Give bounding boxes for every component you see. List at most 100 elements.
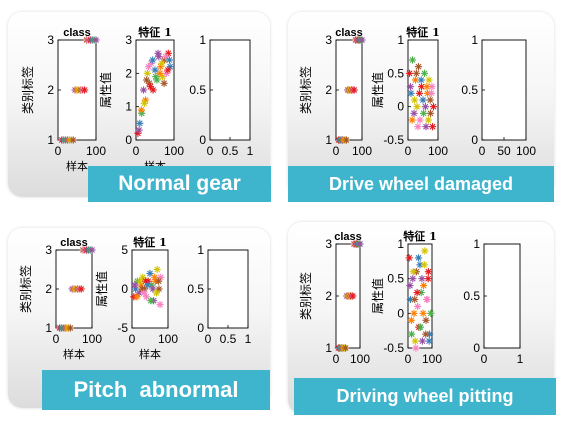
p1-a0-s0-point-6 bbox=[342, 136, 350, 144]
p0-a0-title: class bbox=[63, 27, 91, 39]
p1-a1-s1-point-5 bbox=[415, 89, 423, 97]
p0-a0-ylabel: 类别标签 bbox=[20, 66, 35, 114]
p3-a1-s0-point-0 bbox=[405, 254, 413, 262]
p0-a2-ytick-2: 1 bbox=[199, 33, 206, 47]
p1-a2-xtick-0: 0 bbox=[479, 144, 486, 158]
p3-a1-s1-point-3 bbox=[411, 295, 419, 304]
p0-a1-s1-point-7 bbox=[152, 73, 160, 81]
p3-a1-xtick-0: 0 bbox=[405, 352, 412, 366]
p1-a2-ytick-2: 1 bbox=[471, 33, 478, 47]
p3-a1-s0-point-3 bbox=[409, 275, 417, 283]
p0-a1-ytick-2: 2 bbox=[125, 66, 132, 80]
p0-a0-s1-point-5 bbox=[81, 86, 89, 94]
p1-a1-s0-point-7 bbox=[416, 116, 424, 124]
p1-a0-xtick-0: 0 bbox=[333, 144, 340, 158]
p3-a0-ytick-0: 1 bbox=[325, 341, 332, 355]
p1-a1-s1-point-12 bbox=[427, 89, 435, 97]
p0-a0-ytick-2: 3 bbox=[47, 33, 54, 47]
p3-a1-s1-point-12 bbox=[423, 295, 431, 304]
p2-a0-title: class bbox=[60, 237, 88, 249]
p1-a1-s0-point-13 bbox=[425, 76, 433, 84]
p2-a0-xlabel: 样本 bbox=[63, 347, 85, 361]
p3-a1-s0-point-2 bbox=[408, 330, 416, 338]
p1-a1-xtick-1: 100 bbox=[428, 144, 448, 158]
p3-a1-s0-point-16 bbox=[424, 268, 432, 276]
p2-a1-s1-point-11 bbox=[155, 277, 163, 285]
p3-a0-xtick-0: 0 bbox=[333, 352, 340, 366]
p0-a1-s1-point-14 bbox=[165, 56, 174, 64]
p2-a1-s1-point-0 bbox=[131, 281, 139, 289]
p2-a0-s2-point-5 bbox=[88, 246, 96, 254]
p2-a1-s1-point-7 bbox=[147, 297, 155, 305]
p2-a0-xtick-1: 100 bbox=[82, 332, 102, 346]
p3-a1-s1-point-14 bbox=[425, 337, 433, 345]
p2-a1-xtick-1: 100 bbox=[158, 332, 178, 346]
p2-a1-xlabel: 样本 bbox=[139, 347, 161, 361]
p0-a1-s0-point-5 bbox=[143, 69, 151, 77]
p3-a1-ytick-0: -0.5 bbox=[383, 341, 404, 355]
p3-a1-ytick-3: 1 bbox=[397, 237, 404, 251]
p1-a0-xtick-1: 100 bbox=[352, 144, 372, 158]
p3-a1-s1-point-7 bbox=[416, 323, 425, 331]
p2-a2-xtick-2: 1 bbox=[245, 332, 252, 346]
p1-a2-ytick-1: 0.5 bbox=[461, 83, 478, 97]
p1-a2-xtick-2: 100 bbox=[516, 144, 536, 158]
p2-a1-ylabel: 属性值 bbox=[94, 271, 109, 307]
p3-a0-title: class bbox=[334, 231, 362, 243]
p0-a1-s1-point-5 bbox=[146, 83, 155, 91]
p1-a0-title: class bbox=[335, 27, 363, 39]
p1-a1-s1-point-11 bbox=[426, 96, 434, 104]
p0-a1-s1-point-6 bbox=[149, 56, 157, 64]
p3-a1-title: 特征 1 bbox=[403, 229, 436, 243]
p3-a1-s0-point-11 bbox=[418, 337, 426, 345]
p1-a1-s0-point-14 bbox=[426, 109, 435, 117]
p3-a1-s0-point-12 bbox=[420, 282, 428, 290]
caption-normal-gear: Normal gear bbox=[88, 166, 271, 202]
p3-a0-ytick-2: 3 bbox=[325, 237, 332, 251]
p1-a1-ytick-0: -0.5 bbox=[383, 133, 404, 147]
p3-a2-xtick-0: 0 bbox=[481, 352, 488, 366]
p0-a0-xtick-1: 100 bbox=[86, 144, 106, 158]
p0-a1-s1-point-10 bbox=[158, 59, 166, 67]
p2-a1-s1-point-12 bbox=[156, 301, 164, 309]
p2-a1-title: 特征 1 bbox=[133, 235, 166, 249]
p3-a1-s0-point-14 bbox=[422, 316, 430, 324]
p3-a1-s1-point-11 bbox=[422, 330, 430, 338]
p0-a0-xtick-0: 0 bbox=[55, 144, 62, 158]
p1-a1-s1-point-4 bbox=[414, 123, 422, 131]
p2-a0-ytick-1: 2 bbox=[45, 282, 52, 296]
p3-a0-xtick-1: 100 bbox=[350, 352, 370, 366]
p1-a2-ytick-0: 0 bbox=[471, 133, 478, 147]
p0-a1-s1-point-13 bbox=[164, 66, 172, 74]
p0-a0-ytick-0: 1 bbox=[47, 133, 54, 147]
p0-a1-s0-point-3 bbox=[140, 86, 148, 94]
p1-a1-s1-point-13 bbox=[429, 123, 437, 131]
p3-a0-s1-point-5 bbox=[349, 292, 357, 300]
p2-a2-xtick-0: 0 bbox=[205, 332, 212, 346]
p1-a0-axes: 1 2 3 0 100 class 类别标签 bbox=[298, 27, 372, 158]
p1-a2-xtick-1: 50 bbox=[497, 144, 511, 158]
p0-a1-s1-point-4 bbox=[144, 63, 153, 71]
p2-a1-s1-point-6 bbox=[144, 281, 152, 289]
p3-a0-s2-point-5 bbox=[356, 240, 364, 248]
p3-a1-s1-point-2 bbox=[409, 268, 417, 276]
p1-a1-s1-point-8 bbox=[421, 103, 429, 111]
p0-a1-title: 特征 1 bbox=[138, 25, 171, 39]
p2-a2-xtick-1: 0.5 bbox=[220, 332, 237, 346]
p2-a2-ytick-0: 0 bbox=[197, 321, 204, 335]
p1-a1-s0-point-3 bbox=[410, 109, 418, 117]
p0-a1-s1-point-11 bbox=[160, 79, 168, 87]
p3-a0-ylabel: 类别标签 bbox=[298, 272, 313, 320]
p2-a0-ytick-0: 1 bbox=[45, 321, 52, 335]
p0-a1-s0-point-9 bbox=[151, 66, 159, 74]
p1-a1-s0-point-2 bbox=[408, 56, 417, 64]
p0-a2-ytick-1: 0.5 bbox=[189, 83, 206, 97]
p2-a2-ytick-1: 0.5 bbox=[187, 282, 204, 296]
p3-a2-ytick-1: 0.5 bbox=[463, 289, 480, 303]
p1-a1-xtick-0: 0 bbox=[405, 144, 412, 158]
p2-a1-ytick-0: -5 bbox=[117, 321, 128, 335]
p2-a0-s0-point-6 bbox=[66, 324, 74, 332]
p3-a1-s1-point-0 bbox=[406, 282, 414, 290]
p2-a1-s0-point-5 bbox=[139, 273, 147, 281]
p0-a2-ytick-0: 0 bbox=[199, 133, 206, 147]
